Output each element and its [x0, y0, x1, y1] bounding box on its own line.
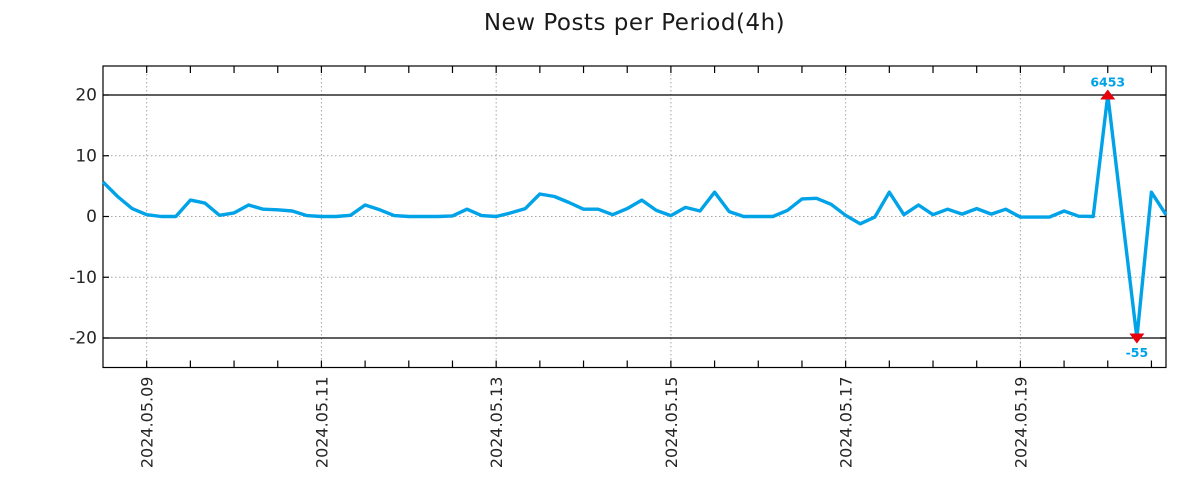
peak-marker-icon	[1100, 89, 1116, 100]
x-tick-label: 2024.05.13	[487, 377, 506, 469]
y-tick-label: 0	[86, 207, 97, 227]
y-tick-label: 20	[75, 86, 97, 106]
x-tick-label: 2024.05.17	[837, 377, 856, 469]
trough-marker-icon	[1129, 333, 1145, 344]
peak-value-label: 6453	[1090, 75, 1125, 90]
trough-value-label: -55	[1126, 345, 1149, 360]
y-tick-label: 10	[75, 146, 97, 166]
plot-frame	[102, 65, 1167, 369]
x-tick-label: 2024.05.09	[138, 377, 157, 469]
y-tick-label: -10	[69, 268, 97, 288]
x-tick-label: 2024.05.11	[312, 377, 331, 469]
x-tick-label: 2024.05.19	[1011, 377, 1030, 469]
chart-title: New Posts per Period(4h)	[483, 10, 786, 36]
x-tick-label: 2024.05.15	[662, 377, 681, 469]
y-tick-label: -20	[69, 329, 97, 349]
data-series-line	[101, 93, 1168, 340]
